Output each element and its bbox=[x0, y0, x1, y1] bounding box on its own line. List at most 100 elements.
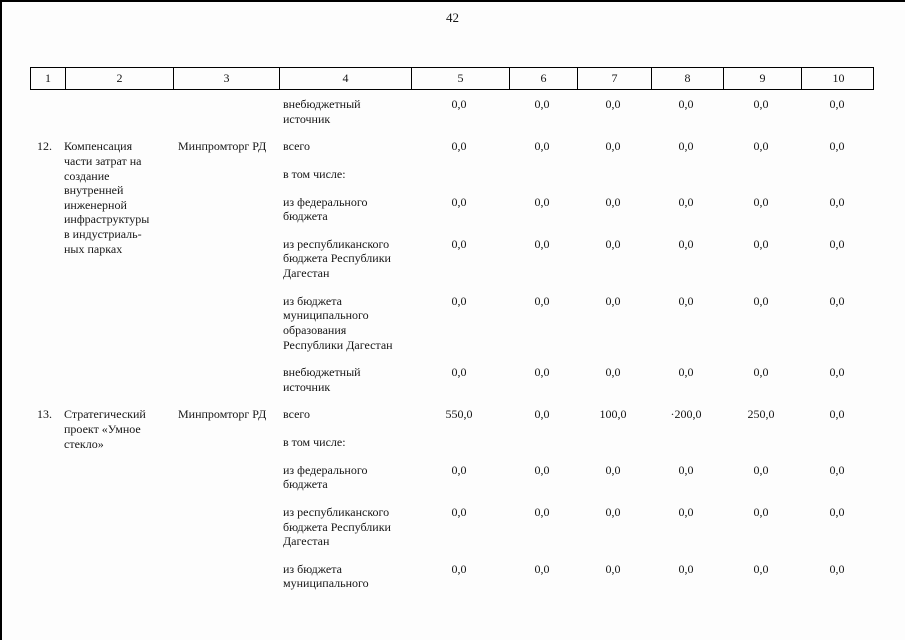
table-subrow: всего 550,0 0,0 100,0 ·200,0 250,0 0,0 bbox=[278, 407, 874, 422]
value-cell bbox=[650, 167, 722, 182]
value-cell: 0,0 bbox=[451, 504, 467, 519]
value-cell: 0,0 bbox=[451, 561, 467, 576]
header-cell: 5 bbox=[411, 68, 509, 89]
source-label: из бюджета муниципального bbox=[283, 561, 369, 591]
agency-name: Минпромторг РД bbox=[178, 139, 267, 154]
value-cell bbox=[410, 435, 508, 450]
value-cell bbox=[722, 167, 800, 182]
value-cell: 0,0 bbox=[534, 365, 550, 380]
value-cell: 0,0 bbox=[753, 462, 769, 477]
project-name bbox=[64, 97, 172, 139]
value-cell: 0,0 bbox=[605, 365, 621, 380]
source-label: всего bbox=[283, 407, 311, 422]
source-label: из республиканского бюджета Республики Д… bbox=[283, 236, 391, 280]
table-subrow: из федерального бюджета 0,0 0,0 0,0 0,0 0,0 0,… bbox=[278, 463, 874, 492]
value-cell: 0,0 bbox=[678, 561, 694, 576]
value-cell: 0,0 bbox=[829, 194, 845, 209]
value-cell: 0,0 bbox=[605, 561, 621, 576]
header-cell: 8 bbox=[651, 68, 723, 89]
value-cell: 0,0 bbox=[534, 561, 550, 576]
source-label: внебюджетный источник bbox=[283, 97, 361, 126]
subrows: внебюджетный источник 0,0 0,0 0,0 0,0 0,0 0,0 bbox=[278, 97, 874, 139]
value-cell bbox=[722, 435, 800, 450]
value-cell bbox=[508, 167, 576, 182]
value-cell: 0,0 bbox=[605, 139, 621, 154]
value-cell: 0,0 bbox=[829, 293, 845, 308]
page-number: 42 bbox=[446, 10, 459, 25]
value-cell: 0,0 bbox=[451, 139, 467, 154]
value-cell: 0,0 bbox=[451, 365, 467, 380]
value-cell: 0,0 bbox=[605, 97, 621, 111]
value-cell: 0,0 bbox=[451, 194, 467, 209]
value-cell: 0,0 bbox=[605, 194, 621, 209]
table-header-row: 1 2 3 4 5 6 7 8 9 10 bbox=[30, 67, 874, 90]
table-subrow: из бюджета муниципального 0,0 0,0 0,0 0,0 0,0… bbox=[278, 562, 874, 591]
source-label: в том числе: bbox=[283, 435, 346, 449]
value-cell: 0,0 bbox=[753, 293, 769, 308]
value-cell: 0,0 bbox=[753, 194, 769, 209]
value-cell: 0,0 bbox=[829, 561, 845, 576]
value-cell: 0,0 bbox=[753, 561, 769, 576]
source-label: из бюджета муниципального образования Ре… bbox=[283, 293, 393, 352]
table-subrow: из республиканского бюджета Республики Д… bbox=[278, 505, 874, 549]
value-cell: 0,0 bbox=[451, 462, 467, 477]
value-cell: 0,0 bbox=[678, 194, 694, 209]
value-cell: 0,0 bbox=[829, 97, 845, 111]
value-cell: 0,0 bbox=[534, 139, 550, 154]
row-number: 13. bbox=[37, 407, 52, 422]
value-cell: 0,0 bbox=[829, 236, 845, 251]
value-cell: 0,0 bbox=[753, 236, 769, 251]
value-cell: 0,0 bbox=[678, 293, 694, 308]
source-label: из республиканского бюджета Республики Д… bbox=[283, 504, 391, 549]
value-cell: 0,0 bbox=[605, 462, 621, 477]
subrows: всего 550,0 0,0 100,0 ·200,0 250,0 0,0 в том чи… bbox=[278, 407, 874, 604]
table-block: внебюджетный источник 0,0 0,0 0,0 0,0 0,0 0,0 bbox=[30, 97, 874, 139]
value-cell: 0,0 bbox=[753, 97, 769, 111]
table-subrow: из федерального бюджета 0,0 0,0 0,0 0,0 0,0 0,… bbox=[278, 195, 874, 224]
value-cell: 0,0 bbox=[829, 504, 845, 519]
value-cell bbox=[800, 435, 874, 450]
table-subrow: внебюджетный источник 0,0 0,0 0,0 0,0 0,0 0,0 bbox=[278, 365, 874, 394]
value-cell: 0,0 bbox=[678, 236, 694, 251]
header-cell: 9 bbox=[723, 68, 801, 89]
value-cell: 0,0 bbox=[829, 139, 845, 154]
table-block: 12. Компенсация части затрат на создание … bbox=[30, 139, 874, 407]
value-cell: 0,0 bbox=[451, 236, 467, 251]
header-cell: 4 bbox=[279, 68, 411, 89]
value-cell: 0,0 bbox=[753, 139, 769, 154]
source-label: всего bbox=[283, 139, 311, 154]
value-cell: 0,0 bbox=[678, 139, 694, 154]
value-cell: 0,0 bbox=[829, 407, 845, 422]
value-cell bbox=[576, 435, 650, 450]
table-subrow: из республиканского бюджета Республики Д… bbox=[278, 237, 874, 281]
value-cell: 550,0 bbox=[445, 407, 473, 422]
agency-name: Минпромторг РД bbox=[178, 407, 267, 422]
header-cell: 7 bbox=[577, 68, 651, 89]
page-border-left bbox=[0, 0, 2, 640]
value-cell bbox=[576, 167, 650, 182]
value-cell: 0,0 bbox=[753, 365, 769, 380]
value-cell: 0,0 bbox=[678, 365, 694, 380]
table-subrow: в том числе: bbox=[278, 167, 874, 182]
project-name: Компенсация части затрат на создание вну… bbox=[64, 139, 150, 256]
value-cell: 0,0 bbox=[605, 293, 621, 308]
value-cell: 0,0 bbox=[605, 236, 621, 251]
table-subrow: всего 0,0 0,0 0,0 0,0 0,0 0,0 bbox=[278, 139, 874, 154]
value-cell: 0,0 bbox=[534, 194, 550, 209]
table-subrow: из бюджета муниципального образования Ре… bbox=[278, 294, 874, 353]
value-cell bbox=[800, 167, 874, 182]
value-cell: 0,0 bbox=[534, 236, 550, 251]
row-number bbox=[30, 97, 64, 139]
value-cell: 0,0 bbox=[534, 504, 550, 519]
value-cell: 0,0 bbox=[829, 365, 845, 380]
header-cell: 10 bbox=[801, 68, 875, 89]
project-name: Стратегический проект «Умное стекло» bbox=[64, 407, 146, 451]
header-cell: 1 bbox=[45, 71, 51, 85]
value-cell: 250,0 bbox=[747, 407, 775, 422]
source-label: из федерального бюджета bbox=[283, 194, 368, 224]
value-cell: 0,0 bbox=[534, 97, 550, 111]
value-cell: ·200,0 bbox=[670, 407, 702, 422]
value-cell: 0,0 bbox=[451, 97, 467, 111]
value-cell bbox=[410, 167, 508, 182]
